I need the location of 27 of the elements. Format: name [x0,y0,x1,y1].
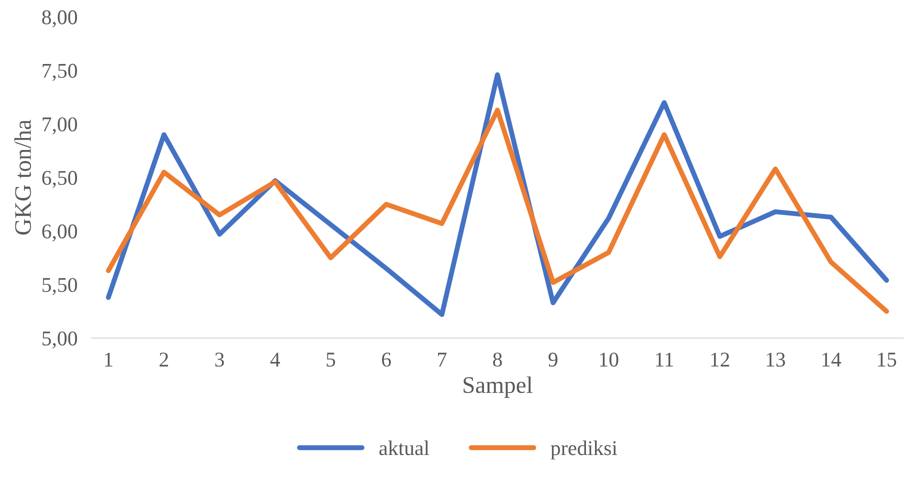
legend-label: aktual [379,440,430,456]
x-axis-title: Sampel [464,376,532,398]
x-tick-label: 1 [105,352,112,366]
legend-label: prediksi [550,440,618,460]
x-tick-label: 6 [382,352,391,367]
x-tick-label: 15 [878,352,896,367]
line-series [106,108,889,314]
x-tick-label: 5 [326,352,336,367]
y-tick-label: 8,00 [42,10,78,28]
y-tick-label: 7,00 [42,117,78,134]
x-tick-label: 10 [600,352,618,367]
x-tick-label: 9 [548,352,558,367]
y-axis-title: GKG ton/ha [14,120,31,235]
x-tick-label: 3 [215,352,224,367]
x-tick-label: 11 [656,352,674,366]
y-tick-label: 5,50 [42,278,78,295]
x-tick-label: 13 [766,352,785,367]
x-tick-label: 14 [822,352,842,366]
x-tick-label: 8 [493,352,502,367]
x-tick-label: 4 [270,352,280,366]
y-tick-label: 7,50 [42,64,78,81]
x-tick-label: 12 [711,352,730,366]
x-tick-label: 2 [160,352,168,366]
x-tick-label: 7 [438,352,446,366]
y-tick-label: 5,00 [42,331,78,349]
y-tick-label: 6,00 [42,224,78,242]
y-tick-label: 6,50 [42,170,78,188]
